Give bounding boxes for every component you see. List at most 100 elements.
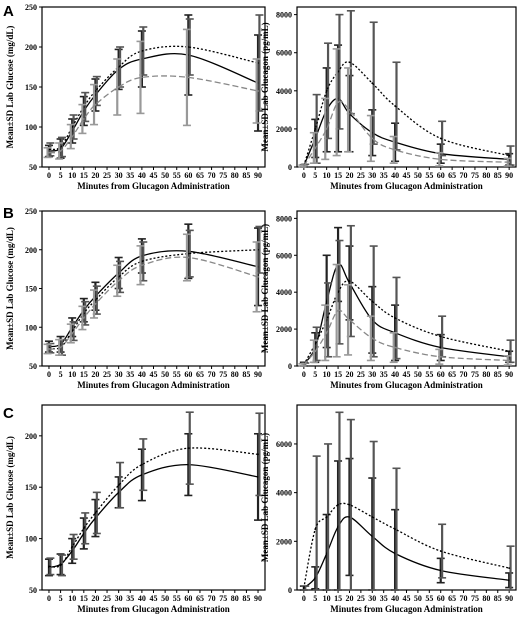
x-tick-label: 85 (494, 171, 502, 180)
data-point (140, 76, 143, 79)
data-point (187, 76, 190, 79)
y-tick-label: 4000 (276, 489, 292, 498)
data-point (508, 359, 511, 362)
data-point (302, 587, 305, 589)
data-point (394, 317, 396, 319)
x-tick-label: 45 (403, 171, 411, 180)
x-tick-label: 70 (460, 171, 468, 180)
y-tick-label: 8000 (276, 214, 292, 223)
data-point (348, 108, 351, 111)
panel-letter-b: B (3, 205, 14, 222)
x-tick-label: 65 (196, 370, 204, 379)
series-dotted (301, 224, 515, 367)
x-axis-title: Minutes from Glucagon Administration (330, 181, 483, 191)
y-tick-label: 200 (25, 246, 37, 255)
data-point (82, 317, 85, 319)
x-tick-label: 90 (254, 171, 262, 180)
data-point (371, 137, 374, 140)
data-point (117, 86, 120, 88)
data-point (394, 528, 396, 531)
y-tick-label: 0 (288, 163, 292, 172)
x-tick-label: 50 (414, 171, 422, 180)
data-point (59, 346, 62, 349)
x-tick-label: 10 (68, 171, 76, 180)
data-point (314, 528, 317, 531)
data-point (59, 150, 62, 152)
series-line-dotted (303, 280, 510, 365)
x-tick-label: 85 (494, 594, 502, 603)
data-point (439, 137, 442, 140)
x-tick-label: 45 (150, 370, 158, 379)
x-tick-label: 35 (380, 171, 388, 180)
x-tick-label: 40 (391, 370, 399, 379)
x-tick-label: 20 (91, 370, 99, 379)
data-point (314, 350, 317, 353)
x-tick-label: 40 (391, 171, 399, 180)
series-dotted (46, 14, 264, 158)
x-tick-label: 80 (231, 594, 239, 603)
x-tick-label: 90 (254, 370, 262, 379)
x-tick-label: 40 (138, 171, 146, 180)
data-point (48, 348, 50, 350)
series-line-dotted (48, 45, 259, 151)
data-point (82, 527, 85, 530)
x-tick-label: 30 (115, 594, 123, 603)
x-tick-label: 55 (425, 370, 433, 379)
x-tick-label: 15 (80, 370, 88, 379)
data-point (439, 335, 442, 338)
data-point (439, 355, 442, 358)
x-tick-label: 15 (80, 594, 88, 603)
x-tick-label: 55 (173, 370, 181, 379)
series-line-dotted (48, 447, 259, 568)
data-point (82, 118, 85, 120)
x-tick-label: 80 (482, 171, 490, 180)
data-point (59, 564, 62, 567)
y-tick-label: 8000 (276, 11, 292, 20)
y-tick-label: 200 (25, 43, 37, 52)
data-point (187, 256, 190, 259)
x-tick-label: 10 (68, 594, 76, 603)
x-tick-label: 15 (334, 370, 342, 379)
series-solid (299, 44, 514, 168)
x-tick-label: 75 (219, 171, 227, 180)
x-tick-label: 20 (345, 370, 353, 379)
x-tick-label: 50 (161, 594, 169, 603)
x-tick-label: 35 (380, 370, 388, 379)
x-tick-label: 55 (425, 171, 433, 180)
x-tick-label: 0 (47, 370, 51, 379)
x-tick-label: 85 (242, 594, 250, 603)
data-point (325, 128, 328, 130)
data-point (371, 82, 374, 85)
data-point (325, 89, 328, 92)
data-point (394, 105, 396, 107)
x-tick-label: 90 (505, 370, 513, 379)
chart-a-glucagon: 0 5 10 15 20 25 30 35 40 45 50 55 60 65 70 75 80 85 900200… (260, 6, 517, 191)
x-tick-label: 40 (138, 370, 146, 379)
x-tick-label: 55 (173, 171, 181, 180)
x-tick-label: 45 (403, 370, 411, 379)
series-dashed (43, 28, 261, 160)
series-solid (299, 457, 514, 591)
x-tick-label: 0 (302, 171, 306, 180)
data-point (71, 332, 74, 335)
series-line-dotted (303, 502, 510, 589)
series-dashed (298, 48, 512, 168)
panel-letter-c: C (3, 405, 14, 422)
y-axis-title: Mean±SD Lab Glucose (mg/dL) (5, 227, 15, 350)
x-tick-label: 25 (103, 594, 111, 603)
x-tick-label: 25 (357, 370, 365, 379)
x-tick-label: 70 (460, 594, 468, 603)
x-tick-label: 50 (414, 370, 422, 379)
x-tick-label: 90 (505, 171, 513, 180)
data-point (337, 309, 339, 312)
x-tick-label: 80 (482, 594, 490, 603)
x-tick-label: 5 (313, 594, 317, 603)
x-tick-label: 80 (482, 370, 490, 379)
series-line-dashed (48, 75, 259, 154)
chart-c-glucose: 0 5 10 15 20 25 30 35 40 45 50 55 60 65 70 75 80 85 905010… (5, 404, 266, 614)
x-axis-title: Minutes from Glucagon Administration (330, 380, 483, 390)
series-dotted (301, 10, 515, 168)
x-tick-label: 85 (242, 370, 250, 379)
y-tick-label: 2000 (276, 125, 292, 134)
x-tick-label: 5 (313, 171, 317, 180)
